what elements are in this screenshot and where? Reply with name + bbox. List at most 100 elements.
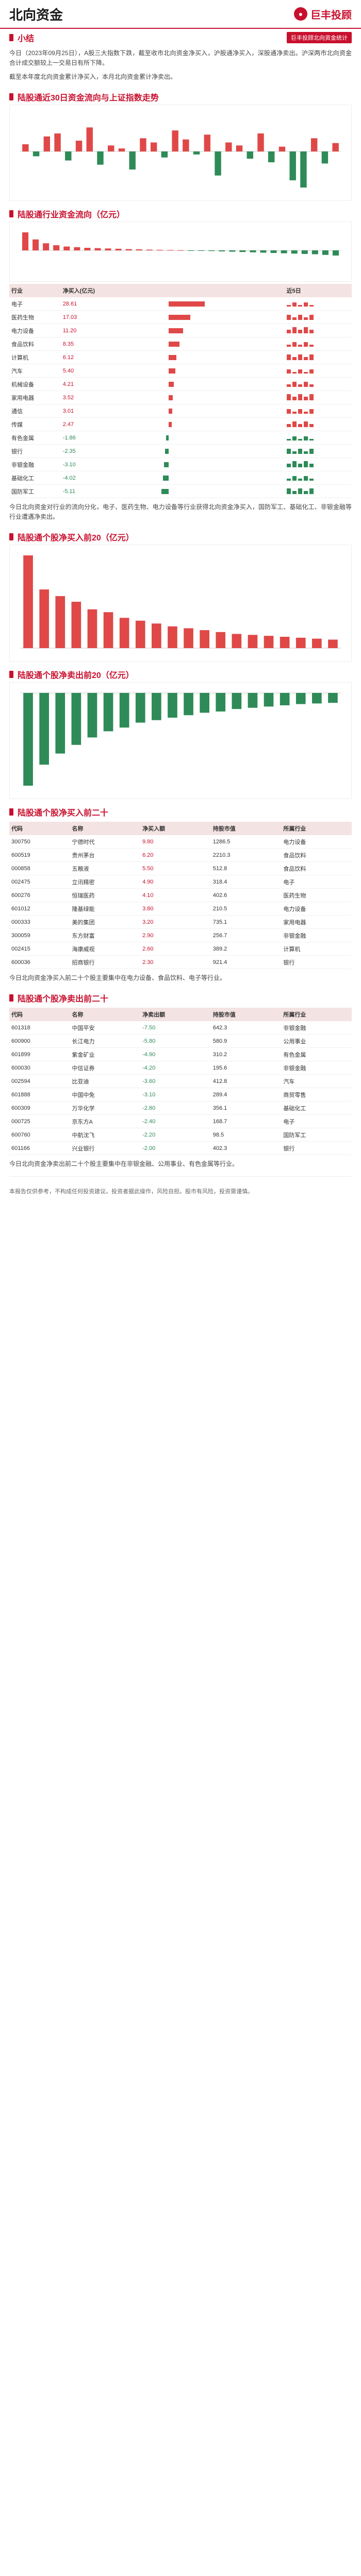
stock-code: 002475 xyxy=(9,875,70,889)
table-row[interactable]: 医药生物 17.03 xyxy=(9,310,352,324)
chart-bar xyxy=(71,602,81,648)
bar-track xyxy=(133,314,205,320)
sparkline-cell xyxy=(284,484,352,498)
section-title: 陆股通行业资金流向（亿元） xyxy=(18,211,125,219)
table-row[interactable]: 家用电器 3.52 xyxy=(9,391,352,404)
table-row[interactable]: 300750 宁德时代 9.80 1286.5 电力设备 xyxy=(9,835,352,849)
table-row[interactable]: 601012 隆基绿能 3.80 210.5 电力设备 xyxy=(9,902,352,916)
chart-bar xyxy=(23,693,33,786)
table-row[interactable]: 601899 紫金矿业 -4.90 310.2 有色金属 xyxy=(9,1047,352,1061)
spark-bar xyxy=(292,436,297,440)
table-row[interactable]: 601318 中国平安 -7.50 642.3 非银金融 xyxy=(9,1021,352,1035)
table-row[interactable]: 电子 28.61 xyxy=(9,297,352,311)
table-row[interactable]: 计算机 6.12 xyxy=(9,350,352,364)
industry-name: 电子 xyxy=(9,297,61,311)
bar-track xyxy=(133,475,205,481)
table-row[interactable]: 002475 立讯精密 4.90 318.4 电子 xyxy=(9,875,352,889)
table-header-row: 行业 净买入(亿元) 近5日 xyxy=(9,284,352,297)
table-row[interactable]: 601166 兴业银行 -2.00 402.3 银行 xyxy=(9,1141,352,1155)
spark-bar xyxy=(309,394,314,400)
table-row[interactable]: 600030 中信证券 -4.20 195.6 非银金融 xyxy=(9,1061,352,1075)
chart-bar xyxy=(270,250,277,253)
table-row[interactable]: 600519 贵州茅台 6.20 2210.3 食品饮料 xyxy=(9,848,352,862)
chart-bar xyxy=(22,144,29,151)
spark-bar xyxy=(286,394,291,400)
sparkline-cell xyxy=(284,337,352,351)
table-row[interactable]: 电力设备 11.20 xyxy=(9,324,352,337)
chart-bar xyxy=(152,623,161,648)
table-row[interactable]: 食品饮料 8.35 xyxy=(9,337,352,351)
sparkline-cell xyxy=(284,391,352,404)
chart-bar xyxy=(172,130,178,151)
industry-value: 8.35 xyxy=(60,337,130,351)
buy-table-body: 300750 宁德时代 9.80 1286.5 电力设备 600519 贵州茅台 6.20 22… xyxy=(9,835,352,969)
bar-track xyxy=(133,381,205,387)
stock-mv: 1286.5 xyxy=(210,835,282,849)
industry-value: 5.40 xyxy=(60,364,130,378)
chart-industry xyxy=(9,222,352,282)
table-row[interactable]: 传媒 2.47 xyxy=(9,417,352,431)
spark-bar xyxy=(303,302,308,307)
chart-top-buy xyxy=(9,545,352,662)
spark-bar xyxy=(292,302,297,307)
chart-bar xyxy=(301,250,308,254)
table-row[interactable]: 000858 五粮液 5.50 512.8 食品饮料 xyxy=(9,861,352,875)
spark-bar xyxy=(298,488,302,494)
chart-bar xyxy=(184,693,193,716)
chart-bar xyxy=(184,628,193,648)
stock-v: -2.80 xyxy=(140,1101,211,1115)
table-row[interactable]: 基础化工 -4.02 xyxy=(9,471,352,485)
table-row[interactable]: 汽车 5.40 xyxy=(9,364,352,378)
chart-bar xyxy=(216,693,226,711)
spacer-cell xyxy=(276,324,285,337)
table-row[interactable]: 非银金融 -3.10 xyxy=(9,457,352,471)
table-row[interactable]: 国防军工 -5.11 xyxy=(9,484,352,498)
table-row[interactable]: 机械设备 4.21 xyxy=(9,377,352,391)
table-row[interactable]: 002415 海康威视 2.60 389.2 计算机 xyxy=(9,942,352,956)
bar-track xyxy=(133,301,205,307)
stock-mv: 402.3 xyxy=(210,1141,282,1155)
table-row[interactable]: 银行 -2.35 xyxy=(9,444,352,458)
table-row[interactable]: 通信 3.01 xyxy=(9,404,352,418)
chart-industry-svg xyxy=(20,232,341,256)
table-row[interactable]: 002594 比亚迪 -3.60 412.8 汽车 xyxy=(9,1074,352,1088)
table-row[interactable]: 600036 招商银行 2.30 921.4 银行 xyxy=(9,955,352,969)
stock-mv: 512.8 xyxy=(210,861,282,875)
spacer-cell xyxy=(276,457,285,471)
table-row[interactable]: 600900 长江电力 -5.80 580.9 公用事业 xyxy=(9,1034,352,1048)
bar-track xyxy=(133,341,205,347)
industry-bar-cell xyxy=(130,324,277,337)
sparkline-cell xyxy=(284,457,352,471)
spark-bar xyxy=(292,342,297,347)
sparkline xyxy=(286,476,314,481)
bar-fill xyxy=(168,328,183,333)
spark-bar xyxy=(298,369,302,374)
col-header: 代码 xyxy=(9,1008,70,1021)
chart-bar xyxy=(22,232,29,250)
spacer-cell xyxy=(276,364,285,378)
section-30d: 陆股通近30日资金流向与上证指数走势 xyxy=(0,89,361,105)
table-row[interactable]: 600760 中航沈飞 -2.20 98.5 国防军工 xyxy=(9,1128,352,1142)
spark-bar xyxy=(298,315,302,320)
table-row[interactable]: 601888 中国中免 -3.10 289.4 商贸零售 xyxy=(9,1088,352,1101)
spark-bar xyxy=(309,330,314,333)
spacer-cell xyxy=(276,297,285,311)
brand-logo[interactable]: ● 巨丰投顾 xyxy=(294,7,352,22)
table-row[interactable]: 000725 京东方A -2.40 168.7 电子 xyxy=(9,1114,352,1128)
bar-track xyxy=(133,488,205,494)
table-row[interactable]: 有色金属 -1.86 xyxy=(9,431,352,445)
table-row[interactable]: 000333 美的集团 3.20 735.1 家用电器 xyxy=(9,915,352,929)
stock-mv: 402.6 xyxy=(210,888,282,902)
table-row[interactable]: 600276 恒瑞医药 4.10 402.6 医药生物 xyxy=(9,888,352,902)
stock-mv: 412.8 xyxy=(210,1074,282,1088)
stock-ind: 银行 xyxy=(281,955,352,969)
chart-bar xyxy=(248,693,258,708)
chart-bar xyxy=(239,250,246,252)
spacer-cell xyxy=(276,391,285,404)
industry-value: 2.47 xyxy=(60,417,130,431)
table-row[interactable]: 600309 万华化学 -2.80 356.1 基础化工 xyxy=(9,1101,352,1115)
table-row[interactable]: 300059 东方财富 2.90 256.7 非银金融 xyxy=(9,928,352,942)
chart-bar xyxy=(119,693,129,728)
stock-name: 紫金矿业 xyxy=(70,1047,141,1061)
chart-bar xyxy=(328,693,338,703)
